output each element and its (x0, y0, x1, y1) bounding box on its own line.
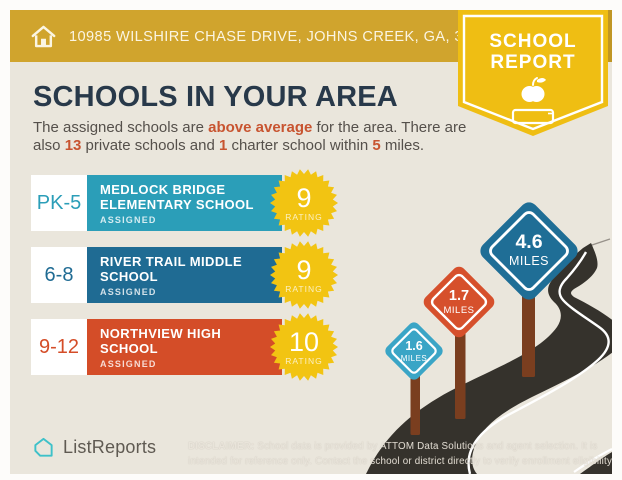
school-bar: RIVER TRAIL MIDDLE SCHOOL ASSIGNED (87, 247, 282, 303)
rating-label: RATING (285, 356, 322, 366)
rating-badge: 9 RATING (270, 169, 338, 237)
rating-value: 9 (296, 183, 311, 213)
school-name-line2: ELEMENTARY SCHOOL (100, 197, 254, 212)
school-row-high: 9-12 NORTHVIEW HIGH SCHOOL ASSIGNED 10 RA… (31, 313, 361, 381)
grade-range-box: PK-5 (31, 175, 87, 231)
intro-highlight-miles: 5 (372, 136, 381, 154)
ribbon-shape (458, 10, 608, 136)
road-corner (580, 452, 612, 474)
apple-icon (521, 77, 546, 102)
intro-text: charter school within (227, 136, 373, 154)
sign-inner-border (430, 273, 488, 331)
home-icon (31, 25, 56, 47)
school-name: RIVER TRAIL MIDDLE SCHOOL (100, 254, 282, 285)
school-name-line1: MEDLOCK BRIDGE (100, 181, 226, 197)
page-title: SCHOOLS IN YOUR AREA (33, 81, 398, 113)
page-background: 1.6 MILES 1.7 MILES 4.6 MILES (10, 10, 612, 474)
sign-post-1_7 (455, 331, 466, 419)
rating-label: RATING (285, 212, 322, 222)
listreports-wordmark: ListReports (63, 437, 157, 457)
disclaimer-body: School data is provided by ATTOM Data So… (188, 441, 612, 467)
school-name-line2: SCHOOL (100, 341, 159, 356)
school-list: PK-5 MEDLOCK BRIDGE ELEMENTARY SCHOOL ASS… (31, 169, 361, 381)
horizon-line (588, 238, 611, 247)
intro-text: miles. (380, 136, 425, 154)
intro-text: also (33, 136, 65, 154)
road-center-line (467, 251, 610, 474)
sign-unit: MILES (509, 254, 549, 268)
sign-unit: MILES (401, 354, 428, 363)
assigned-label: ASSIGNED (100, 358, 157, 369)
grade-range-box: 6-8 (31, 247, 87, 303)
starburst-seal (270, 313, 338, 381)
sign-diamond (480, 202, 578, 300)
school-name-line1: RIVER TRAIL MIDDLE (100, 253, 243, 269)
listreports-logo: ListReports (32, 436, 156, 459)
intro-text: for the area. There are (312, 119, 467, 136)
intro-line-2: also 13 private schools and 1 charter sc… (33, 137, 466, 155)
rating-label: RATING (285, 284, 322, 294)
ribbon-inner-border (462, 14, 604, 131)
disclaimer-text: DISCLAIMER: School data is provided by A… (188, 440, 612, 469)
school-report-ribbon: SCHOOL REPORT (458, 10, 608, 136)
intro-paragraph: The assigned schools are above average f… (33, 119, 466, 154)
intro-highlight-private-count: 13 (64, 136, 82, 154)
sign-inner-border (391, 328, 437, 374)
school-row-middle: 6-8 RIVER TRAIL MIDDLE SCHOOL ASSIGNED 9 … (31, 241, 361, 309)
starburst-seal (270, 169, 338, 237)
intro-text: private schools and (81, 136, 219, 154)
sign-post-1_6 (410, 362, 420, 435)
road-body (366, 243, 612, 474)
ribbon-label-line2: REPORT (490, 52, 575, 73)
sign-diamond (423, 266, 495, 338)
sign-unit: MILES (443, 305, 474, 316)
rating-value: 9 (296, 255, 311, 285)
rating-value: 10 (289, 327, 319, 357)
intro-highlight-above-average: above average (208, 119, 313, 136)
rating-badge: 10 RATING (270, 313, 338, 381)
property-address: 10985 WILSHIRE CHASE DRIVE, JOHNS CREEK,… (69, 29, 497, 45)
school-name-line2: SCHOOL (100, 269, 159, 284)
starburst-seal (270, 241, 338, 309)
road (366, 238, 612, 474)
book-icon (511, 108, 555, 125)
school-bar: MEDLOCK BRIDGE ELEMENTARY SCHOOL ASSIGNED (87, 175, 282, 231)
sign-distance: 1.7 (449, 288, 469, 304)
sign-inner-border (489, 211, 569, 291)
road-corner-line (573, 448, 612, 473)
school-bar: NORTHVIEW HIGH SCHOOL ASSIGNED (87, 319, 282, 375)
intro-line-1: The assigned schools are above average f… (33, 119, 466, 137)
assigned-label: ASSIGNED (100, 214, 157, 225)
sign-distance: 4.6 (515, 231, 542, 253)
grade-range-box: 9-12 (31, 319, 87, 375)
disclaimer-label: DISCLAIMER: (188, 441, 255, 452)
school-name: MEDLOCK BRIDGE ELEMENTARY SCHOOL (100, 182, 282, 213)
sign-diamond (385, 322, 443, 380)
rating-badge: 9 RATING (270, 241, 338, 309)
intro-highlight-charter-count: 1 (218, 136, 228, 154)
listreports-house-icon (34, 437, 53, 457)
school-name-line1: NORTHVIEW HIGH (100, 325, 222, 341)
ribbon-label-line1: SCHOOL (489, 31, 576, 52)
road-map-graphic: 1.6 MILES 1.7 MILES 4.6 MILES (366, 202, 612, 474)
distance-sign-4_6-miles: 4.6 MILES (480, 202, 578, 300)
assigned-label: ASSIGNED (100, 286, 157, 297)
distance-sign-1_6-miles: 1.6 MILES (385, 322, 443, 380)
intro-text: The assigned schools are (33, 119, 209, 136)
sign-distance: 1.6 (405, 339, 422, 353)
school-name: NORTHVIEW HIGH SCHOOL (100, 326, 282, 357)
school-row-elementary: PK-5 MEDLOCK BRIDGE ELEMENTARY SCHOOL ASS… (31, 169, 361, 237)
distance-sign-1_7-miles: 1.7 MILES (423, 266, 495, 338)
sign-post-4_6 (522, 289, 535, 377)
